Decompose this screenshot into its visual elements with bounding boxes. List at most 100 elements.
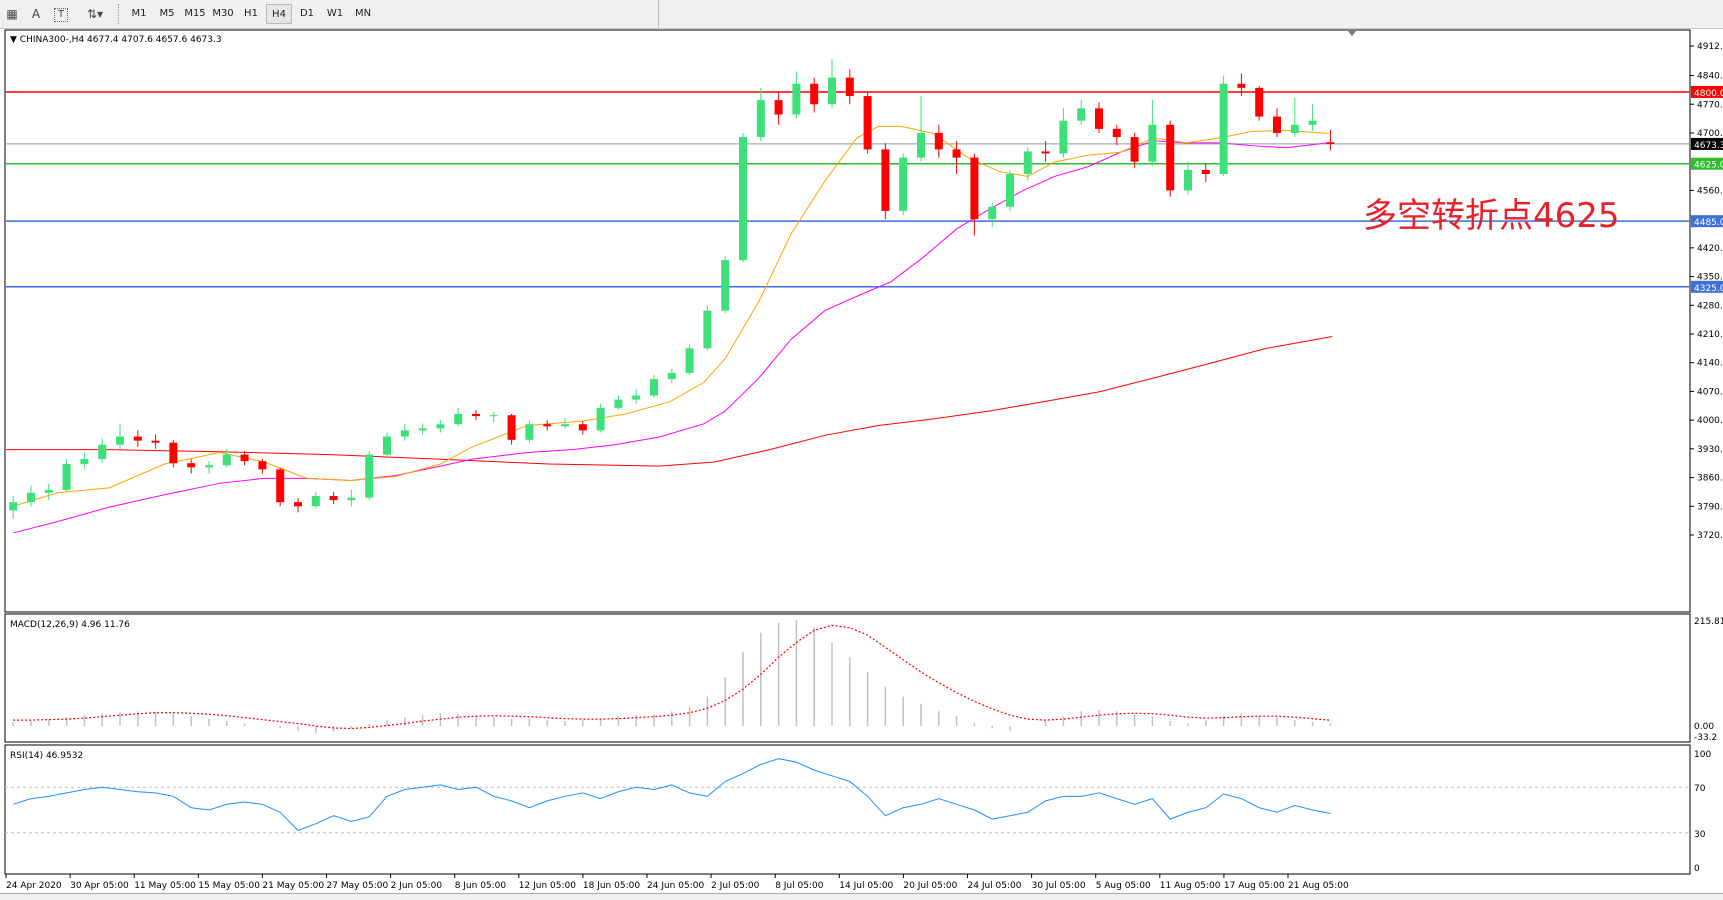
period-button-h4[interactable]: H4 (266, 4, 292, 24)
arrows-icon[interactable]: ⇅▾ (86, 7, 104, 21)
candle (988, 202, 997, 228)
level-price-tag (1691, 280, 1723, 293)
period-button-m30[interactable]: M30 (212, 8, 234, 19)
candle (454, 407, 463, 427)
price-tick-label: 4000.0 (1697, 416, 1723, 426)
symbol-ohlc-readout: CHINA300-,H4 4677.4 4707.6 4657.6 4673.3 (20, 35, 222, 45)
candle-body (917, 132, 925, 158)
level-price-tag (1691, 157, 1723, 170)
candle-body (1326, 142, 1335, 144)
candle-body (561, 424, 569, 427)
candle (721, 256, 730, 314)
candle (1077, 100, 1086, 125)
time-tick-label: 2 Jun 05:00 (391, 881, 443, 891)
candle (151, 434, 160, 449)
candle (1041, 141, 1050, 162)
candle (489, 411, 498, 423)
period-button-d1[interactable]: D1 (299, 8, 315, 19)
candle (934, 124, 943, 158)
candle (9, 496, 18, 519)
candle-body (1166, 124, 1175, 191)
price-tick-label: 4700.0 (1697, 129, 1723, 139)
candle-body (454, 413, 463, 425)
candle (472, 409, 480, 421)
time-tick-label: 21 Aug 05:00 (1288, 881, 1349, 891)
period-button-m1[interactable]: M1 (131, 8, 147, 19)
candle (1023, 147, 1032, 181)
rsi-panel (4, 744, 1691, 875)
text-label-icon[interactable]: T (54, 8, 68, 22)
candle (650, 375, 658, 398)
macd-signal-line (13, 624, 1331, 730)
candle (1255, 85, 1264, 121)
period-button-m15[interactable]: M15 (184, 8, 206, 19)
candle (240, 450, 249, 466)
candle (294, 498, 302, 513)
time-tick-label: 21 May 05:00 (262, 881, 324, 891)
rsi-axis-label: 30 (1694, 830, 1706, 840)
price-tick-label: 4210.0 (1697, 330, 1723, 340)
candle-body (739, 137, 747, 261)
time-tick-label: 5 Aug 05:00 (1096, 881, 1151, 891)
candle-body (187, 463, 196, 468)
level-price-tag (1691, 85, 1723, 98)
chart-shift-marker-icon[interactable] (1348, 31, 1356, 36)
ma-fast-line (13, 125, 1329, 507)
level-price-tag (1691, 215, 1723, 228)
candle (578, 420, 587, 435)
time-tick-label: 18 Jun 05:00 (583, 881, 640, 891)
grid-icon[interactable]: ▦ (6, 7, 18, 21)
candle (1273, 108, 1281, 138)
candle-body (240, 454, 249, 462)
candle-body (1041, 151, 1050, 154)
period-button-h1[interactable]: H1 (244, 8, 258, 19)
price-tick-label: 3720.0 (1697, 531, 1723, 541)
candle (685, 344, 694, 376)
price-tick-label: 4350.0 (1697, 273, 1723, 283)
candle-body (418, 428, 427, 431)
text-icon[interactable]: A (31, 7, 41, 21)
candle (739, 132, 747, 263)
candle-body (347, 497, 356, 501)
candle (561, 418, 569, 429)
candle-body (9, 502, 18, 511)
candle-body (133, 436, 142, 441)
time-tick-label: 15 May 05:00 (198, 881, 260, 891)
candle-body (44, 489, 53, 493)
time-tick-label: 24 Jun 05:00 (647, 881, 704, 891)
candle-body (1130, 137, 1139, 162)
candle-body (685, 348, 694, 373)
period-button-w1[interactable]: W1 (326, 8, 344, 19)
candle-body (774, 100, 783, 115)
period-button-m5[interactable]: M5 (159, 8, 175, 19)
candle (1201, 163, 1210, 183)
price-tick-label: 4070.0 (1697, 387, 1723, 397)
candle-body (1023, 151, 1032, 174)
candle (952, 141, 961, 174)
candle (222, 448, 231, 468)
candle (792, 71, 801, 119)
level-price-tag (1691, 137, 1723, 150)
candle-body (810, 83, 819, 105)
candle-body (650, 379, 658, 396)
candle (62, 459, 71, 492)
candle (1112, 124, 1121, 146)
candle-body (329, 496, 338, 501)
candle (1219, 75, 1228, 177)
candle (205, 461, 213, 474)
rsi-line (13, 758, 1331, 832)
macd-title: MACD(12,26,9) 4.96 11.76 (10, 620, 130, 630)
candle-body (1308, 120, 1317, 125)
candle (917, 96, 925, 162)
candle-body (311, 496, 320, 507)
candle (258, 459, 267, 474)
macd-axis-label: 0.00 (1694, 722, 1714, 732)
rsi-axis-label: 70 (1694, 784, 1706, 794)
time-tick-label: 12 Jun 05:00 (519, 881, 576, 891)
period-button-mn[interactable]: MN (354, 8, 372, 19)
candle (276, 467, 285, 507)
candle-body (596, 407, 605, 431)
time-tick-label: 2 Jul 05:00 (711, 881, 760, 891)
price-tick-label: 4912.0 (1697, 42, 1723, 52)
